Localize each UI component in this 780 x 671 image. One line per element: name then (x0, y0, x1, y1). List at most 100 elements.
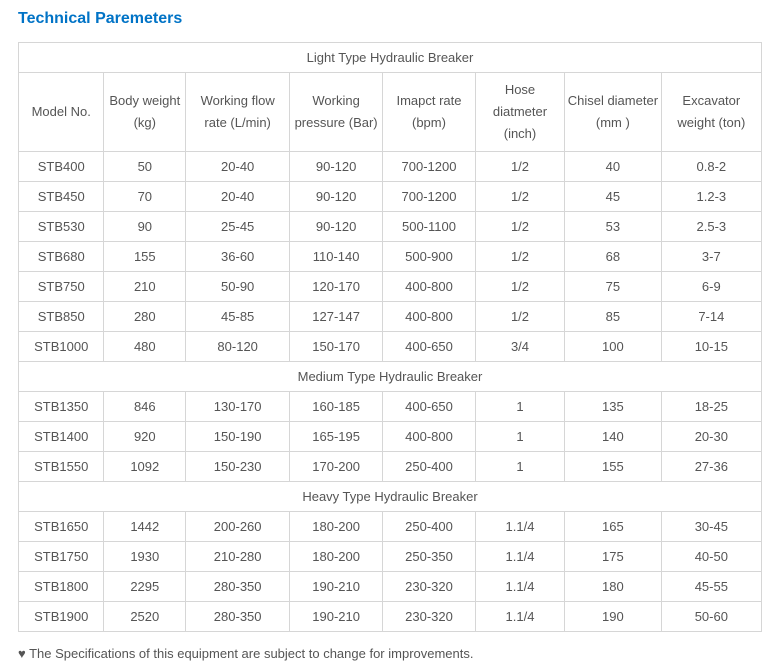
table-cell: 160-185 (290, 392, 383, 422)
table-cell: 1.1/4 (475, 542, 564, 572)
table-cell: 175 (565, 542, 662, 572)
table-cell: 36-60 (186, 242, 290, 272)
section-header-row: Heavy Type Hydraulic Breaker (19, 482, 762, 512)
table-cell: 40 (565, 152, 662, 182)
table-cell: 1 (475, 452, 564, 482)
table-cell: 90-120 (290, 212, 383, 242)
table-cell: 400-650 (383, 392, 476, 422)
table-cell: 40-50 (661, 542, 761, 572)
table-cell: 53 (565, 212, 662, 242)
table-cell: 18-25 (661, 392, 761, 422)
table-cell: 1092 (104, 452, 186, 482)
table-cell: 500-1100 (383, 212, 476, 242)
column-header-cell: Chisel diameter (mm ) (565, 73, 662, 152)
table-cell: 50 (104, 152, 186, 182)
table-cell: STB680 (19, 242, 104, 272)
table-cell: 20-40 (186, 152, 290, 182)
table-cell: 120-170 (290, 272, 383, 302)
table-cell: 400-650 (383, 332, 476, 362)
column-header-cell: Excavator weight (ton) (661, 73, 761, 152)
table-cell: 480 (104, 332, 186, 362)
table-cell: 1/2 (475, 242, 564, 272)
table-cell: STB1750 (19, 542, 104, 572)
table-cell: STB850 (19, 302, 104, 332)
table-cell: STB1800 (19, 572, 104, 602)
table-cell: 700-1200 (383, 182, 476, 212)
table-cell: 50-90 (186, 272, 290, 302)
table-cell: 10-15 (661, 332, 761, 362)
section-header-cell: Heavy Type Hydraulic Breaker (19, 482, 762, 512)
section-header-cell: Medium Type Hydraulic Breaker (19, 362, 762, 392)
table-cell: 30-45 (661, 512, 761, 542)
table-cell: 75 (565, 272, 662, 302)
table-cell: 45-85 (186, 302, 290, 332)
table-cell: 20-30 (661, 422, 761, 452)
table-cell: 210 (104, 272, 186, 302)
table-cell: 100 (565, 332, 662, 362)
column-header-cell: Body weight (kg) (104, 73, 186, 152)
table-cell: 7-14 (661, 302, 761, 332)
table-cell: 68 (565, 242, 662, 272)
table-cell: 1 (475, 392, 564, 422)
table-cell: 170-200 (290, 452, 383, 482)
table-cell: 250-350 (383, 542, 476, 572)
table-cell: 90-120 (290, 152, 383, 182)
table-cell: 90 (104, 212, 186, 242)
table-row: STB85028045-85127-147400-8001/2857-14 (19, 302, 762, 332)
table-cell: 180-200 (290, 542, 383, 572)
table-cell: 280 (104, 302, 186, 332)
table-cell: 150-170 (290, 332, 383, 362)
table-cell: 700-1200 (383, 152, 476, 182)
table-cell: 80-120 (186, 332, 290, 362)
column-header-cell: Hose diatmeter (inch) (475, 73, 564, 152)
section-header-row: Medium Type Hydraulic Breaker (19, 362, 762, 392)
table-cell: 135 (565, 392, 662, 422)
table-cell: 250-400 (383, 512, 476, 542)
table-cell: 1/2 (475, 182, 564, 212)
table-cell: 140 (565, 422, 662, 452)
table-cell: STB400 (19, 152, 104, 182)
table-row: STB17501930210-280180-200250-3501.1/4175… (19, 542, 762, 572)
table-row: STB100048080-120150-170400-6503/410010-1… (19, 332, 762, 362)
table-cell: STB1000 (19, 332, 104, 362)
table-cell: 846 (104, 392, 186, 422)
table-row: STB1400920150-190165-195400-800114020-30 (19, 422, 762, 452)
table-cell: 90-120 (290, 182, 383, 212)
table-cell: 230-320 (383, 572, 476, 602)
table-cell: 1/2 (475, 302, 564, 332)
column-header-row: Model No.Body weight (kg)Working flow ra… (19, 73, 762, 152)
table-cell: 127-147 (290, 302, 383, 332)
table-cell: 920 (104, 422, 186, 452)
table-cell: STB1650 (19, 512, 104, 542)
table-cell: STB450 (19, 182, 104, 212)
table-cell: 500-900 (383, 242, 476, 272)
table-cell: 155 (565, 452, 662, 482)
table-row: STB18002295280-350190-210230-3201.1/4180… (19, 572, 762, 602)
column-header-cell: Working flow rate (L/min) (186, 73, 290, 152)
table-cell: 150-190 (186, 422, 290, 452)
table-cell: 155 (104, 242, 186, 272)
table-body: Light Type Hydraulic BreakerModel No.Bod… (19, 43, 762, 632)
column-header-cell: Imapct rate (bpm) (383, 73, 476, 152)
title-text: Technical Paremeters (18, 10, 762, 28)
table-cell: 210-280 (186, 542, 290, 572)
table-cell: 110-140 (290, 242, 383, 272)
page-title: Technical Paremeters (18, 10, 762, 28)
parameters-table: Light Type Hydraulic BreakerModel No.Bod… (18, 42, 762, 632)
table-cell: 150-230 (186, 452, 290, 482)
table-cell: 27-36 (661, 452, 761, 482)
table-cell: 45 (565, 182, 662, 212)
table-cell: 3-7 (661, 242, 761, 272)
table-cell: 20-40 (186, 182, 290, 212)
table-cell: 25-45 (186, 212, 290, 242)
table-cell: 180-200 (290, 512, 383, 542)
table-cell: 200-260 (186, 512, 290, 542)
table-cell: 1.1/4 (475, 512, 564, 542)
table-cell: 70 (104, 182, 186, 212)
column-header-cell: Model No. (19, 73, 104, 152)
table-cell: 130-170 (186, 392, 290, 422)
table-cell: 1/2 (475, 152, 564, 182)
table-cell: 165 (565, 512, 662, 542)
table-row: STB1350846130-170160-185400-650113518-25 (19, 392, 762, 422)
table-cell: 1.1/4 (475, 572, 564, 602)
